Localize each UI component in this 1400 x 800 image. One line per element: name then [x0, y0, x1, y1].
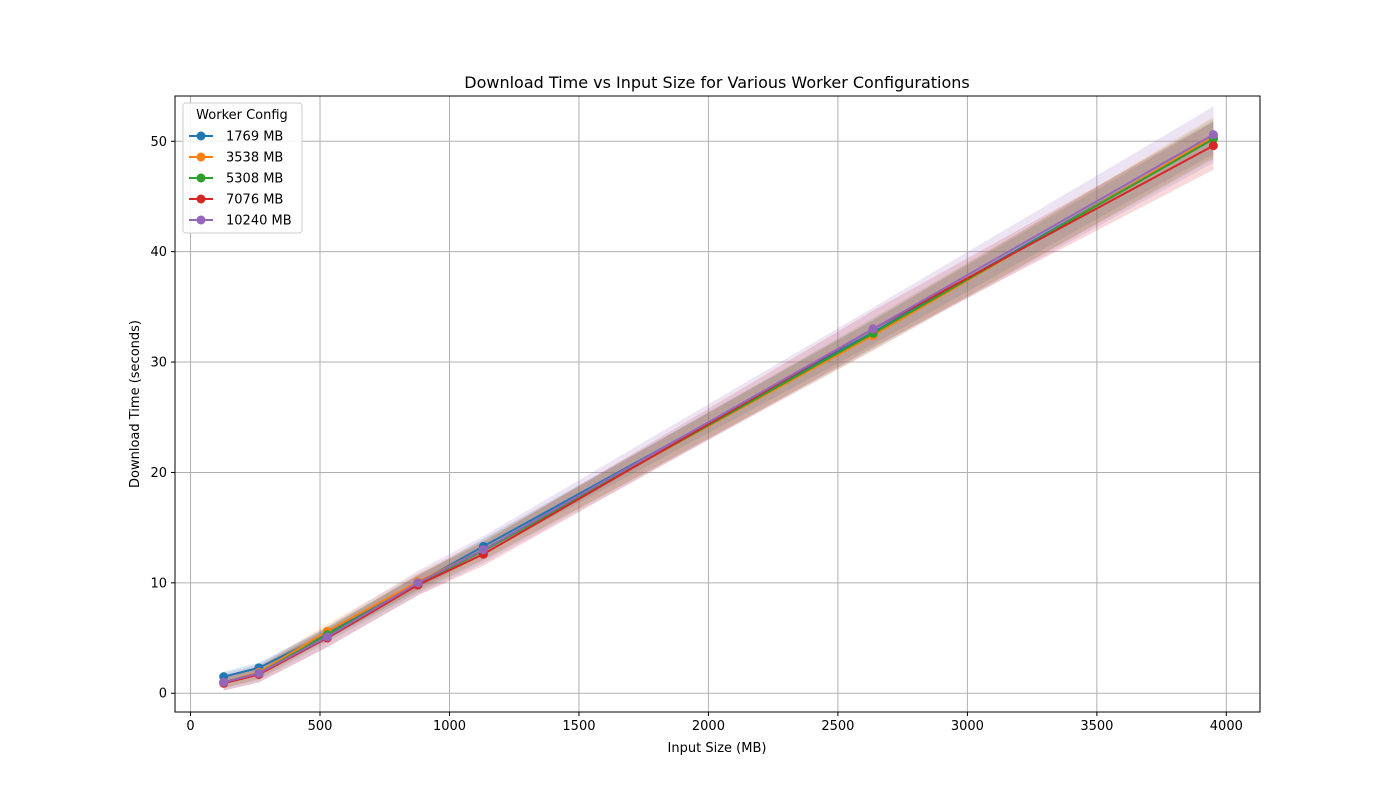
legend-label: 1769 MB: [226, 130, 283, 145]
x-tick-label: 2500: [821, 719, 854, 734]
legend-marker: [196, 152, 206, 162]
y-tick-label: 50: [150, 135, 167, 150]
y-tick-label: 30: [150, 356, 167, 371]
legend-label: 3538 MB: [226, 151, 283, 166]
data-point: [478, 545, 488, 555]
confidence-band: [223, 106, 1214, 691]
legend: Worker Config 1769 MB 3538 MB 5308 MB 7076 …: [182, 102, 303, 234]
legend-marker: [196, 194, 206, 204]
confidence-band: [223, 121, 1214, 691]
data-point: [868, 324, 878, 334]
legend-label: 5308 MB: [226, 172, 283, 187]
grid: [175, 96, 1260, 712]
data-point: [413, 578, 423, 588]
y-tick-label: 20: [150, 466, 167, 481]
y-axis-title: Download Time (seconds): [128, 320, 143, 488]
x-tick-label: 4000: [1210, 719, 1243, 734]
x-tick-label: 1500: [562, 719, 595, 734]
axes: 0 500 1000 1500 2000 2500 3000 3500 4000 0 10 20 30 4…: [150, 95, 1261, 734]
data-point: [219, 677, 229, 687]
data-point: [254, 668, 264, 678]
chart-title: Download Time vs Input Size for Various …: [464, 73, 969, 92]
x-tick-label: 2000: [692, 719, 725, 734]
data-point: [322, 632, 332, 642]
legend-marker: [196, 131, 206, 141]
y-tick-label: 10: [150, 576, 167, 591]
legend-label: 10240 MB: [226, 214, 292, 229]
confidence-band: [223, 116, 1214, 689]
legend-marker: [196, 215, 206, 225]
series-lines: [219, 130, 1218, 688]
confidence-bands: [223, 106, 1214, 691]
x-tick-label: 3000: [951, 719, 984, 734]
x-axis-title: Input Size (MB): [668, 741, 767, 756]
data-point: [1208, 141, 1218, 151]
x-tick-label: 1000: [433, 719, 466, 734]
x-tick-label: 500: [308, 719, 333, 734]
plot-frame: [174, 95, 1261, 713]
y-tick-label: 0: [159, 687, 167, 702]
x-tick-label: 3500: [1080, 719, 1113, 734]
y-tick-label: 40: [150, 245, 167, 260]
legend-title: Worker Config: [196, 108, 288, 123]
legend-label: 7076 MB: [226, 193, 283, 208]
data-point: [1208, 130, 1218, 140]
legend-marker: [196, 173, 206, 183]
confidence-band: [223, 118, 1214, 689]
x-tick-label: 0: [186, 719, 194, 734]
